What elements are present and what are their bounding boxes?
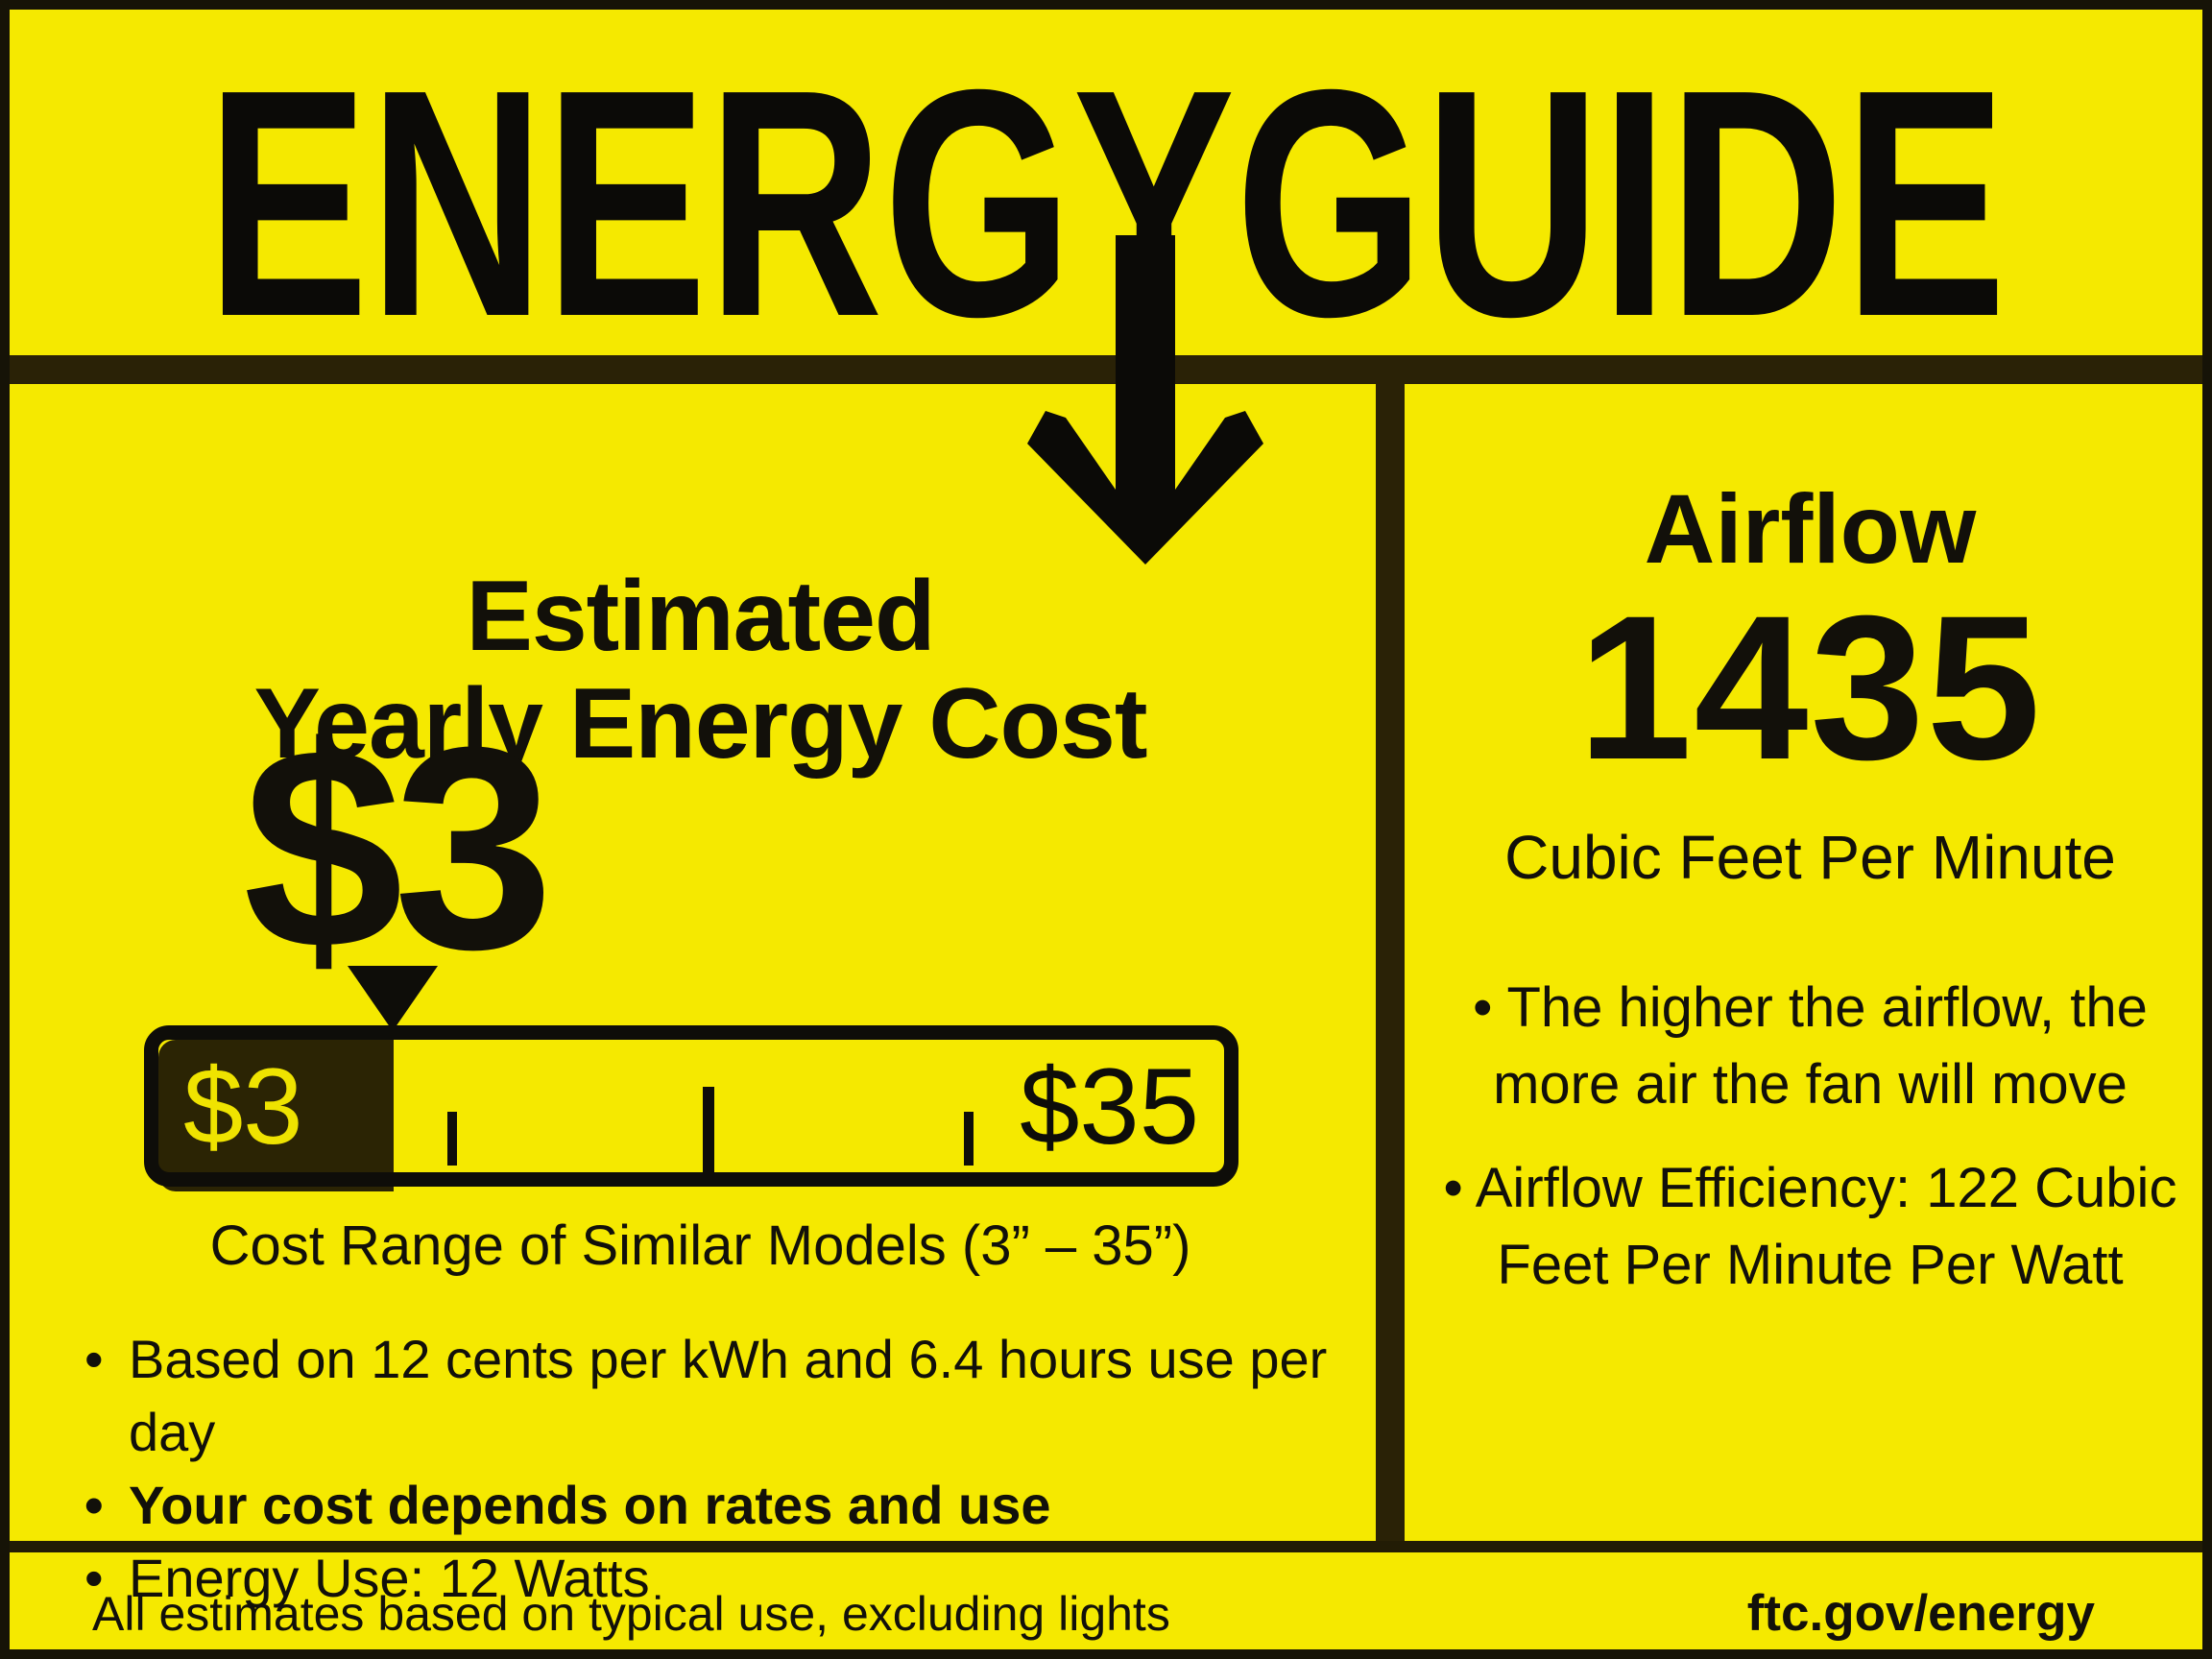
list-item: • Airflow Efficiency: 122 Cubic Feet Per…: [1395, 1150, 2202, 1304]
heading-line-1: Estimated: [466, 561, 935, 672]
divider-horizontal-bottom: [10, 1541, 2202, 1552]
ftc-url: ftc.gov/energy: [1746, 1585, 2095, 1642]
bullet-icon: •: [84, 1475, 104, 1535]
list-item: • Based on 12 cents per kWh and 6.4 hour…: [84, 1323, 1361, 1469]
list-item: • The higher the airflow, the more air t…: [1395, 970, 2202, 1123]
list-item-text: Based on 12 cents per kWh and 6.4 hours …: [129, 1329, 1328, 1462]
scale-max-label: $35: [1020, 1046, 1199, 1166]
energyguide-logo: ENERGYGUIDE: [206, 23, 2007, 355]
scale-tick: [447, 1112, 457, 1166]
airflow-unit: Cubic Feet Per Minute: [1504, 823, 2116, 892]
airflow-notes-list: • The higher the airflow, the more air t…: [1395, 970, 2202, 1304]
list-item-text: Energy Use: 12 Watts: [129, 1548, 650, 1608]
energyguide-logo-text: ENERGYGUIDE: [206, 23, 2007, 355]
heading-line-2: Yearly Energy Cost: [253, 668, 1148, 781]
list-item-text: Your cost depends on rates and use: [129, 1475, 1051, 1535]
list-item-line: Feet Per Minute Per Watt: [1497, 1234, 2124, 1296]
cost-scale-bar: $3 $35: [144, 1025, 1238, 1187]
scale-caption: Cost Range of Similar Models (3” – 35”): [209, 1214, 1191, 1277]
divider-horizontal-top: [10, 355, 2202, 384]
estimated-cost-value: $3: [243, 686, 554, 1009]
estimated-cost-heading: Estimated Yearly Energy Cost: [25, 563, 1376, 779]
footer-note: All estimates based on typical use, excl…: [92, 1587, 1170, 1641]
scale-tick: [964, 1112, 974, 1166]
list-item: • Your cost depends on rates and use: [84, 1469, 1361, 1542]
cost-notes-list: • Based on 12 cents per kWh and 6.4 hour…: [84, 1323, 1361, 1615]
list-item-line: more air the fan will move: [1493, 1053, 2128, 1116]
cost-pointer-icon: [348, 966, 438, 1031]
airflow-value: 1435: [1577, 573, 2043, 803]
list-item: • Energy Use: 12 Watts: [84, 1542, 1361, 1615]
divider-vertical: [1376, 382, 1405, 1551]
bullet-icon: •: [84, 1548, 104, 1608]
list-item-line: • The higher the airflow, the: [1473, 976, 2148, 1039]
cost-scale-fill: [158, 1040, 394, 1191]
bullet-icon: •: [84, 1329, 104, 1389]
scale-min-label: $3: [183, 1046, 303, 1166]
list-item-line: • Airflow Efficiency: 122 Cubic: [1443, 1157, 2177, 1219]
airflow-heading: Airflow: [1644, 474, 1977, 584]
scale-tick-major: [703, 1087, 714, 1175]
